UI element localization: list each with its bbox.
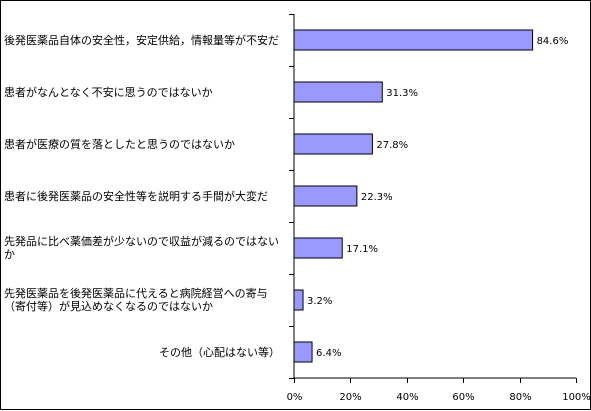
x-tick-label: 80% <box>509 392 531 403</box>
x-tick-label: 60% <box>452 392 474 403</box>
data-label: 31.3% <box>386 88 418 99</box>
category-label: 患者に後発医薬品の安全性等を説明する手間が大変だ <box>4 190 268 203</box>
bar <box>293 237 343 259</box>
bar <box>293 29 534 51</box>
data-label: 3.2% <box>307 296 332 307</box>
bar <box>293 133 373 155</box>
data-label: 6.4% <box>316 348 341 359</box>
data-label: 22.3% <box>361 192 393 203</box>
bar <box>293 81 383 103</box>
x-tick-label: 20% <box>339 392 361 403</box>
category-label: 先発医薬品を後発医薬品に代えると病院経営への寄与（寄付等）が見込めなくなるのでは… <box>4 287 268 313</box>
category-label: その他（心配はない等） <box>159 346 280 359</box>
category-label: 後発医薬品自体の安全性，安定供給，情報量等が不安だ <box>4 34 279 47</box>
data-label: 27.8% <box>376 140 408 151</box>
category-label: 先発品に比べ薬価差が少ないので収益が減るのではないか <box>4 235 279 261</box>
x-tick-label: 40% <box>396 392 418 403</box>
bar <box>293 185 358 207</box>
x-tick-label: 100% <box>562 392 591 403</box>
category-label: 患者が医療の質を落としたと思うのではないか <box>4 138 235 151</box>
data-label: 84.6% <box>537 36 569 47</box>
bar <box>293 341 313 363</box>
category-label: 患者がなんとなく不安に思うのではないか <box>4 86 213 99</box>
bar <box>293 289 304 311</box>
data-label: 17.1% <box>346 244 378 255</box>
x-tick-label: 0% <box>287 392 303 403</box>
